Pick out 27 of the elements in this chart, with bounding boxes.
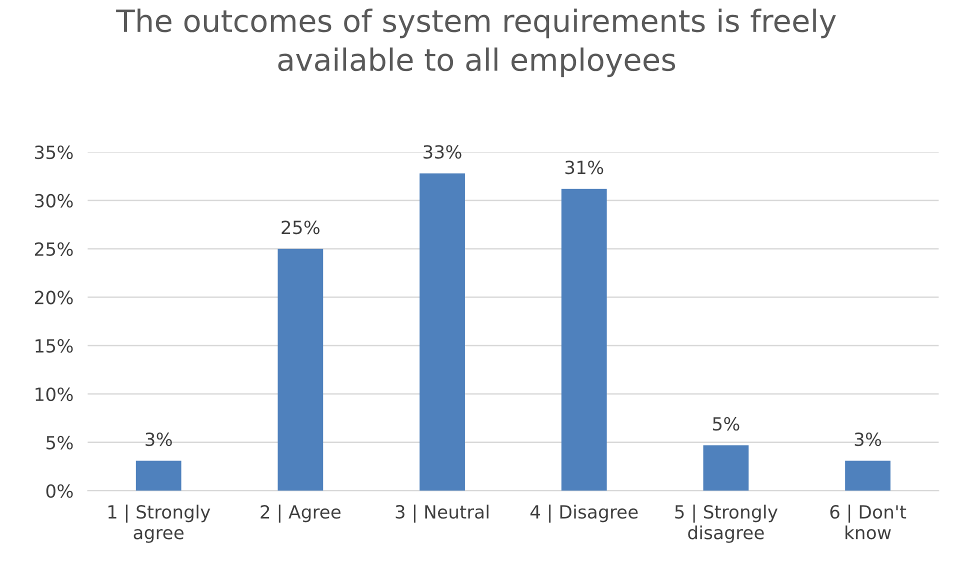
x-tick-label: 4 | Disagree xyxy=(530,504,638,523)
y-tick-label: 30% xyxy=(35,194,73,208)
x-tick-label: 3 | Neutral xyxy=(396,504,488,523)
data-label: 31% xyxy=(565,160,604,174)
y-tick-label: 35% xyxy=(35,146,73,160)
x-tick-label: 6 | Don't know xyxy=(830,504,906,540)
data-label: 3% xyxy=(854,432,882,446)
bar xyxy=(278,248,324,491)
y-tick-label: 0% xyxy=(46,484,73,498)
bar xyxy=(561,188,607,491)
data-label: 5% xyxy=(713,417,740,431)
x-tick-label: 2 | Agree xyxy=(260,504,341,523)
x-tick-label: 5 | Strongly disagree xyxy=(675,504,778,543)
bar xyxy=(420,173,465,491)
y-tick-label: 15% xyxy=(36,339,73,353)
chart-title: The outcomes of system requirements is freely available to all employees xyxy=(116,8,836,78)
data-label: 3% xyxy=(146,432,172,446)
data-label: 33% xyxy=(424,145,462,159)
y-tick-label: 10% xyxy=(36,387,73,402)
bar xyxy=(845,460,890,491)
y-tick-label: 25% xyxy=(34,242,73,256)
bar xyxy=(703,445,749,491)
y-tick-label: 5% xyxy=(46,436,73,450)
x-tick-label: 1 | Strongly agree xyxy=(108,504,210,543)
y-tick-label: 20% xyxy=(34,290,73,304)
data-label: 25% xyxy=(282,220,320,234)
bar xyxy=(136,460,182,491)
